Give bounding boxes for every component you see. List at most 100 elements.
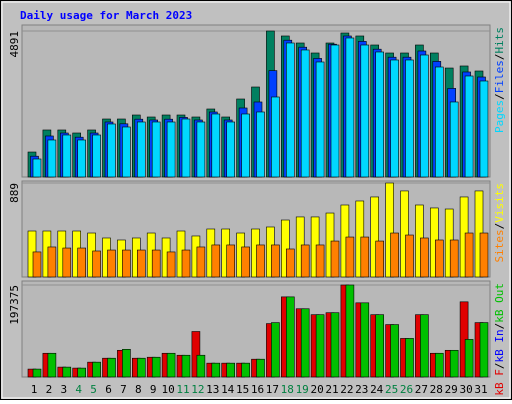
legend-entry: kB In <box>493 329 506 362</box>
bar <box>151 121 161 178</box>
bar <box>375 51 385 178</box>
bar <box>390 232 399 278</box>
bar <box>181 354 191 378</box>
bar <box>241 113 250 178</box>
legend-separator: / <box>493 223 506 230</box>
x-tick-label: 15 <box>236 383 249 396</box>
bar <box>77 139 86 178</box>
bar <box>181 118 191 178</box>
x-tick-label: 7 <box>120 383 127 396</box>
bar <box>226 121 235 178</box>
x-tick-label: 26 <box>400 383 413 396</box>
bar <box>345 37 355 178</box>
x-tick-label: 24 <box>370 383 384 396</box>
x-tick-label: 31 <box>474 383 487 396</box>
bar <box>77 247 86 278</box>
bar <box>256 111 265 178</box>
bar <box>479 322 489 378</box>
bar <box>32 158 42 178</box>
bar <box>420 54 429 178</box>
bar <box>405 59 414 178</box>
bar <box>360 302 370 378</box>
bar <box>211 113 221 178</box>
x-tick-label: 9 <box>150 383 157 396</box>
bar <box>122 249 131 278</box>
x-tick-label: 22 <box>340 383 353 396</box>
bar <box>315 61 325 178</box>
bar <box>360 236 370 278</box>
bar <box>92 134 101 178</box>
x-tick-label: 12 <box>191 383 204 396</box>
bar <box>370 196 380 278</box>
bar <box>32 251 42 278</box>
x-tick-label: 6 <box>105 383 112 396</box>
bar <box>405 338 414 378</box>
bar <box>92 250 101 278</box>
bar <box>285 248 295 278</box>
bar <box>280 219 290 278</box>
legend-entry: Pages <box>493 100 506 133</box>
bar <box>47 139 57 178</box>
legend-separator: / <box>493 54 506 61</box>
bar <box>62 134 72 178</box>
x-tick-label: 18 <box>281 383 294 396</box>
x-tick-label: 17 <box>266 383 279 396</box>
bar <box>385 182 394 278</box>
bar <box>62 366 72 378</box>
bar <box>300 244 310 278</box>
x-tick-label: 11 <box>176 383 189 396</box>
x-tick-label: 2 <box>46 383 53 396</box>
legend-entry: kB F <box>493 369 506 396</box>
bar <box>330 44 340 178</box>
x-tick-label: 21 <box>325 383 338 396</box>
bar <box>137 121 146 178</box>
x-tick-label: 19 <box>296 383 309 396</box>
bar <box>122 126 131 178</box>
x-tick-label: 27 <box>415 383 428 396</box>
legend-separator: / <box>493 93 506 100</box>
bar <box>405 234 414 278</box>
bar <box>285 42 295 178</box>
bar <box>47 352 57 378</box>
x-tick-label: 1 <box>31 383 38 396</box>
bar <box>390 59 399 178</box>
legend-separator: / <box>493 363 506 370</box>
bar <box>449 349 459 378</box>
x-tick-label: 8 <box>135 383 142 396</box>
bar <box>300 308 310 378</box>
legend-separator: / <box>493 323 506 330</box>
bar <box>285 296 295 378</box>
bar <box>77 367 86 378</box>
bar <box>375 314 385 378</box>
bar <box>315 244 325 278</box>
x-tick-label: 5 <box>90 383 97 396</box>
x-tick-label: 30 <box>459 383 472 396</box>
bar <box>191 331 201 378</box>
bar <box>434 66 444 178</box>
chart-title: Daily usage for March 2023 <box>20 9 192 22</box>
bar <box>92 361 101 378</box>
bar <box>196 354 206 378</box>
bar <box>151 249 161 278</box>
bar <box>107 123 116 178</box>
y-tick-label: 4891 <box>8 31 21 58</box>
bar <box>62 247 72 278</box>
bar <box>256 244 265 278</box>
x-tick-label: 23 <box>355 383 368 396</box>
bar <box>241 362 250 378</box>
bar <box>107 249 116 278</box>
x-tick-label: 28 <box>430 383 443 396</box>
x-tick-label: 13 <box>206 383 219 396</box>
bar <box>345 284 355 378</box>
bar <box>464 339 474 378</box>
x-tick-label: 10 <box>161 383 174 396</box>
legend-entry: Sites <box>493 229 506 262</box>
y-tick-label: 197375 <box>8 285 21 325</box>
bar <box>271 244 280 278</box>
bar <box>226 362 235 378</box>
bar <box>226 244 235 278</box>
bar <box>196 246 206 278</box>
bar <box>137 357 146 378</box>
bar <box>166 251 176 278</box>
